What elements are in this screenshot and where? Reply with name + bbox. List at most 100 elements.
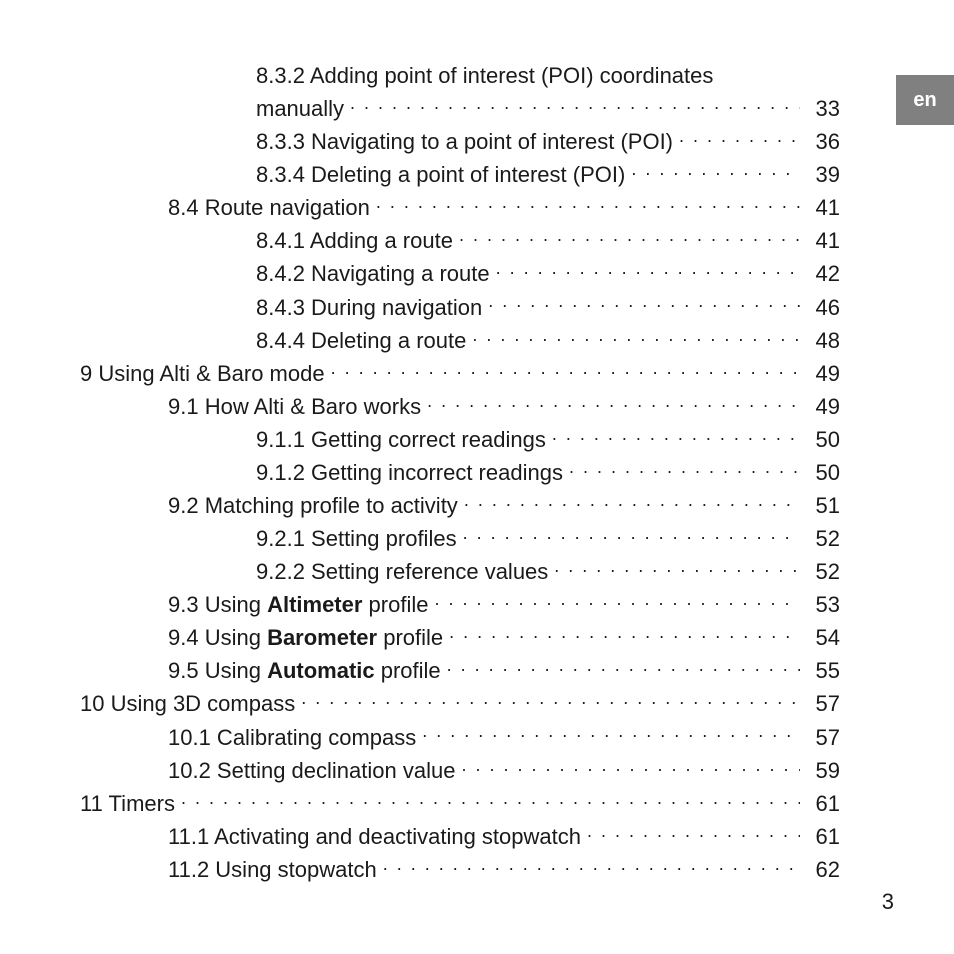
toc-entry[interactable]: 9.1.1 Getting correct readings 50 (80, 423, 840, 456)
toc-entry[interactable]: 11.1 Activating and deactivating stopwat… (80, 820, 840, 853)
language-tab-label: en (913, 86, 936, 115)
toc-entry-page: 49 (806, 391, 840, 423)
toc-leader-dots (631, 158, 800, 182)
toc-entry-page: 59 (806, 755, 840, 787)
toc-entry[interactable]: 9.2 Matching profile to activity 51 (80, 489, 840, 522)
toc-entry-label: manually (256, 93, 344, 125)
toc-entry-page: 61 (806, 788, 840, 820)
toc-leader-dots (331, 357, 800, 381)
toc-entry[interactable]: 9.1.2 Getting incorrect readings 50 (80, 456, 840, 489)
toc-entry[interactable]: 10.1 Calibrating compass 57 (80, 720, 840, 753)
toc-leader-dots (459, 224, 800, 248)
toc-entry-page: 48 (806, 325, 840, 357)
toc-entry[interactable]: 9 Using Alti & Baro mode 49 (80, 357, 840, 390)
toc-entry-label: 8.3.4 Deleting a point of interest (POI) (256, 159, 625, 191)
toc-leader-dots (496, 257, 800, 281)
toc-entry[interactable]: 8.3.2 Adding point of interest (POI) coo… (80, 60, 840, 92)
toc-entry-page: 62 (806, 854, 840, 886)
toc-leader-dots (472, 323, 800, 347)
toc-entry-label: 9.1.2 Getting incorrect readings (256, 457, 563, 489)
toc-entry-page: 52 (806, 556, 840, 588)
toc-leader-dots (679, 125, 800, 149)
toc-entry-page: 52 (806, 523, 840, 555)
toc-entry[interactable]: 9.1 How Alti & Baro works49 (80, 390, 840, 423)
toc-entry-label: 8.4.2 Navigating a route (256, 258, 490, 290)
toc-entry-page: 57 (806, 688, 840, 720)
toc-leader-dots (447, 654, 800, 678)
toc-entry[interactable]: 9.5 Using Automatic profile 55 (80, 654, 840, 687)
toc-entry[interactable]: 8.4.1 Adding a route 41 (80, 224, 840, 257)
toc-entry-label: 11 Timers (80, 788, 175, 820)
toc-leader-dots (587, 820, 800, 844)
toc-leader-dots (554, 555, 800, 579)
toc-entry-label: 9.4 Using Barometer profile (168, 622, 443, 654)
toc-entry-label: 8.4.4 Deleting a route (256, 325, 466, 357)
page-container: en 8.3.2 Adding point of interest (POI) … (0, 0, 954, 954)
toc-entry-page: 61 (806, 821, 840, 853)
toc-entry-label: 10.2 Setting declination value (168, 755, 455, 787)
toc-entry-page: 54 (806, 622, 840, 654)
toc-leader-dots (488, 290, 800, 314)
toc-entry-page: 55 (806, 655, 840, 687)
toc-entry-page: 42 (806, 258, 840, 290)
toc-entry-label: 8.4 Route navigation (168, 192, 370, 224)
toc-leader-dots (427, 390, 800, 414)
toc-leader-dots (181, 787, 800, 811)
toc-entry-page: 41 (806, 192, 840, 224)
toc-leader-dots (569, 456, 800, 480)
toc-entry-label: 9.3 Using Altimeter profile (168, 589, 428, 621)
toc-entry-label: 11.1 Activating and deactivating stopwat… (168, 821, 581, 853)
toc-leader-dots (350, 92, 800, 116)
toc-entry-page: 51 (806, 490, 840, 522)
toc-entry[interactable]: 9.2.2 Setting reference values 52 (80, 555, 840, 588)
toc-entry[interactable]: 9.4 Using Barometer profile 54 (80, 621, 840, 654)
toc-leader-dots (552, 423, 800, 447)
toc-entry[interactable]: 8.3.3 Navigating to a point of interest … (80, 125, 840, 158)
toc-leader-dots (449, 621, 800, 645)
toc-leader-dots (463, 522, 800, 546)
toc-entry-label: 8.3.3 Navigating to a point of interest … (256, 126, 673, 158)
toc-leader-dots (461, 753, 800, 777)
toc-entry-page: 39 (806, 159, 840, 191)
toc-entry-label: 10.1 Calibrating compass (168, 722, 416, 754)
toc-entry-label: 9.1.1 Getting correct readings (256, 424, 546, 456)
toc-entry-label: 8.4.1 Adding a route (256, 225, 453, 257)
toc-entry-label: 9.2.1 Setting profiles (256, 523, 457, 555)
toc-leader-dots (383, 853, 800, 877)
toc-entry-label: 9.5 Using Automatic profile (168, 655, 441, 687)
toc-entry-page: 41 (806, 225, 840, 257)
toc-entry-label: 9.2 Matching profile to activity (168, 490, 458, 522)
toc-entry-label: 8.3.2 Adding point of interest (POI) coo… (256, 60, 713, 92)
toc-entry-page: 36 (806, 126, 840, 158)
toc-entry[interactable]: 11.2 Using stopwatch 62 (80, 853, 840, 886)
toc-entry[interactable]: 11 Timers 61 (80, 787, 840, 820)
toc-entry-page: 50 (806, 424, 840, 456)
toc-entry[interactable]: 8.4.4 Deleting a route 48 (80, 323, 840, 356)
toc-entry[interactable]: 9.2.1 Setting profiles 52 (80, 522, 840, 555)
toc-entry-label: 9.2.2 Setting reference values (256, 556, 548, 588)
toc-entry[interactable]: 9.3 Using Altimeter profile 53 (80, 588, 840, 621)
toc-entry[interactable]: 8.4.2 Navigating a route 42 (80, 257, 840, 290)
toc-entry[interactable]: manually 33 (80, 92, 840, 125)
toc-entry[interactable]: 10.2 Setting declination value 59 (80, 753, 840, 786)
toc-entry[interactable]: 8.3.4 Deleting a point of interest (POI)… (80, 158, 840, 191)
toc-leader-dots (422, 720, 800, 744)
toc-entry[interactable]: 8.4.3 During navigation 46 (80, 290, 840, 323)
page-number: 3 (882, 886, 894, 918)
toc-entry-page: 33 (806, 93, 840, 125)
toc-entry-page: 53 (806, 589, 840, 621)
table-of-contents: 8.3.2 Adding point of interest (POI) coo… (80, 60, 840, 886)
toc-entry-page: 50 (806, 457, 840, 489)
toc-entry-page: 49 (806, 358, 840, 390)
language-tab: en (896, 75, 954, 125)
toc-leader-dots (434, 588, 800, 612)
toc-entry-page: 57 (806, 722, 840, 754)
toc-leader-dots (301, 687, 800, 711)
toc-entry-label: 10 Using 3D compass (80, 688, 295, 720)
toc-entry[interactable]: 10 Using 3D compass 57 (80, 687, 840, 720)
toc-entry-label: 8.4.3 During navigation (256, 292, 482, 324)
toc-entry-page: 46 (806, 292, 840, 324)
toc-entry-label: 9 Using Alti & Baro mode (80, 358, 325, 390)
toc-entry[interactable]: 8.4 Route navigation 41 (80, 191, 840, 224)
toc-entry-label: 11.2 Using stopwatch (168, 854, 377, 886)
